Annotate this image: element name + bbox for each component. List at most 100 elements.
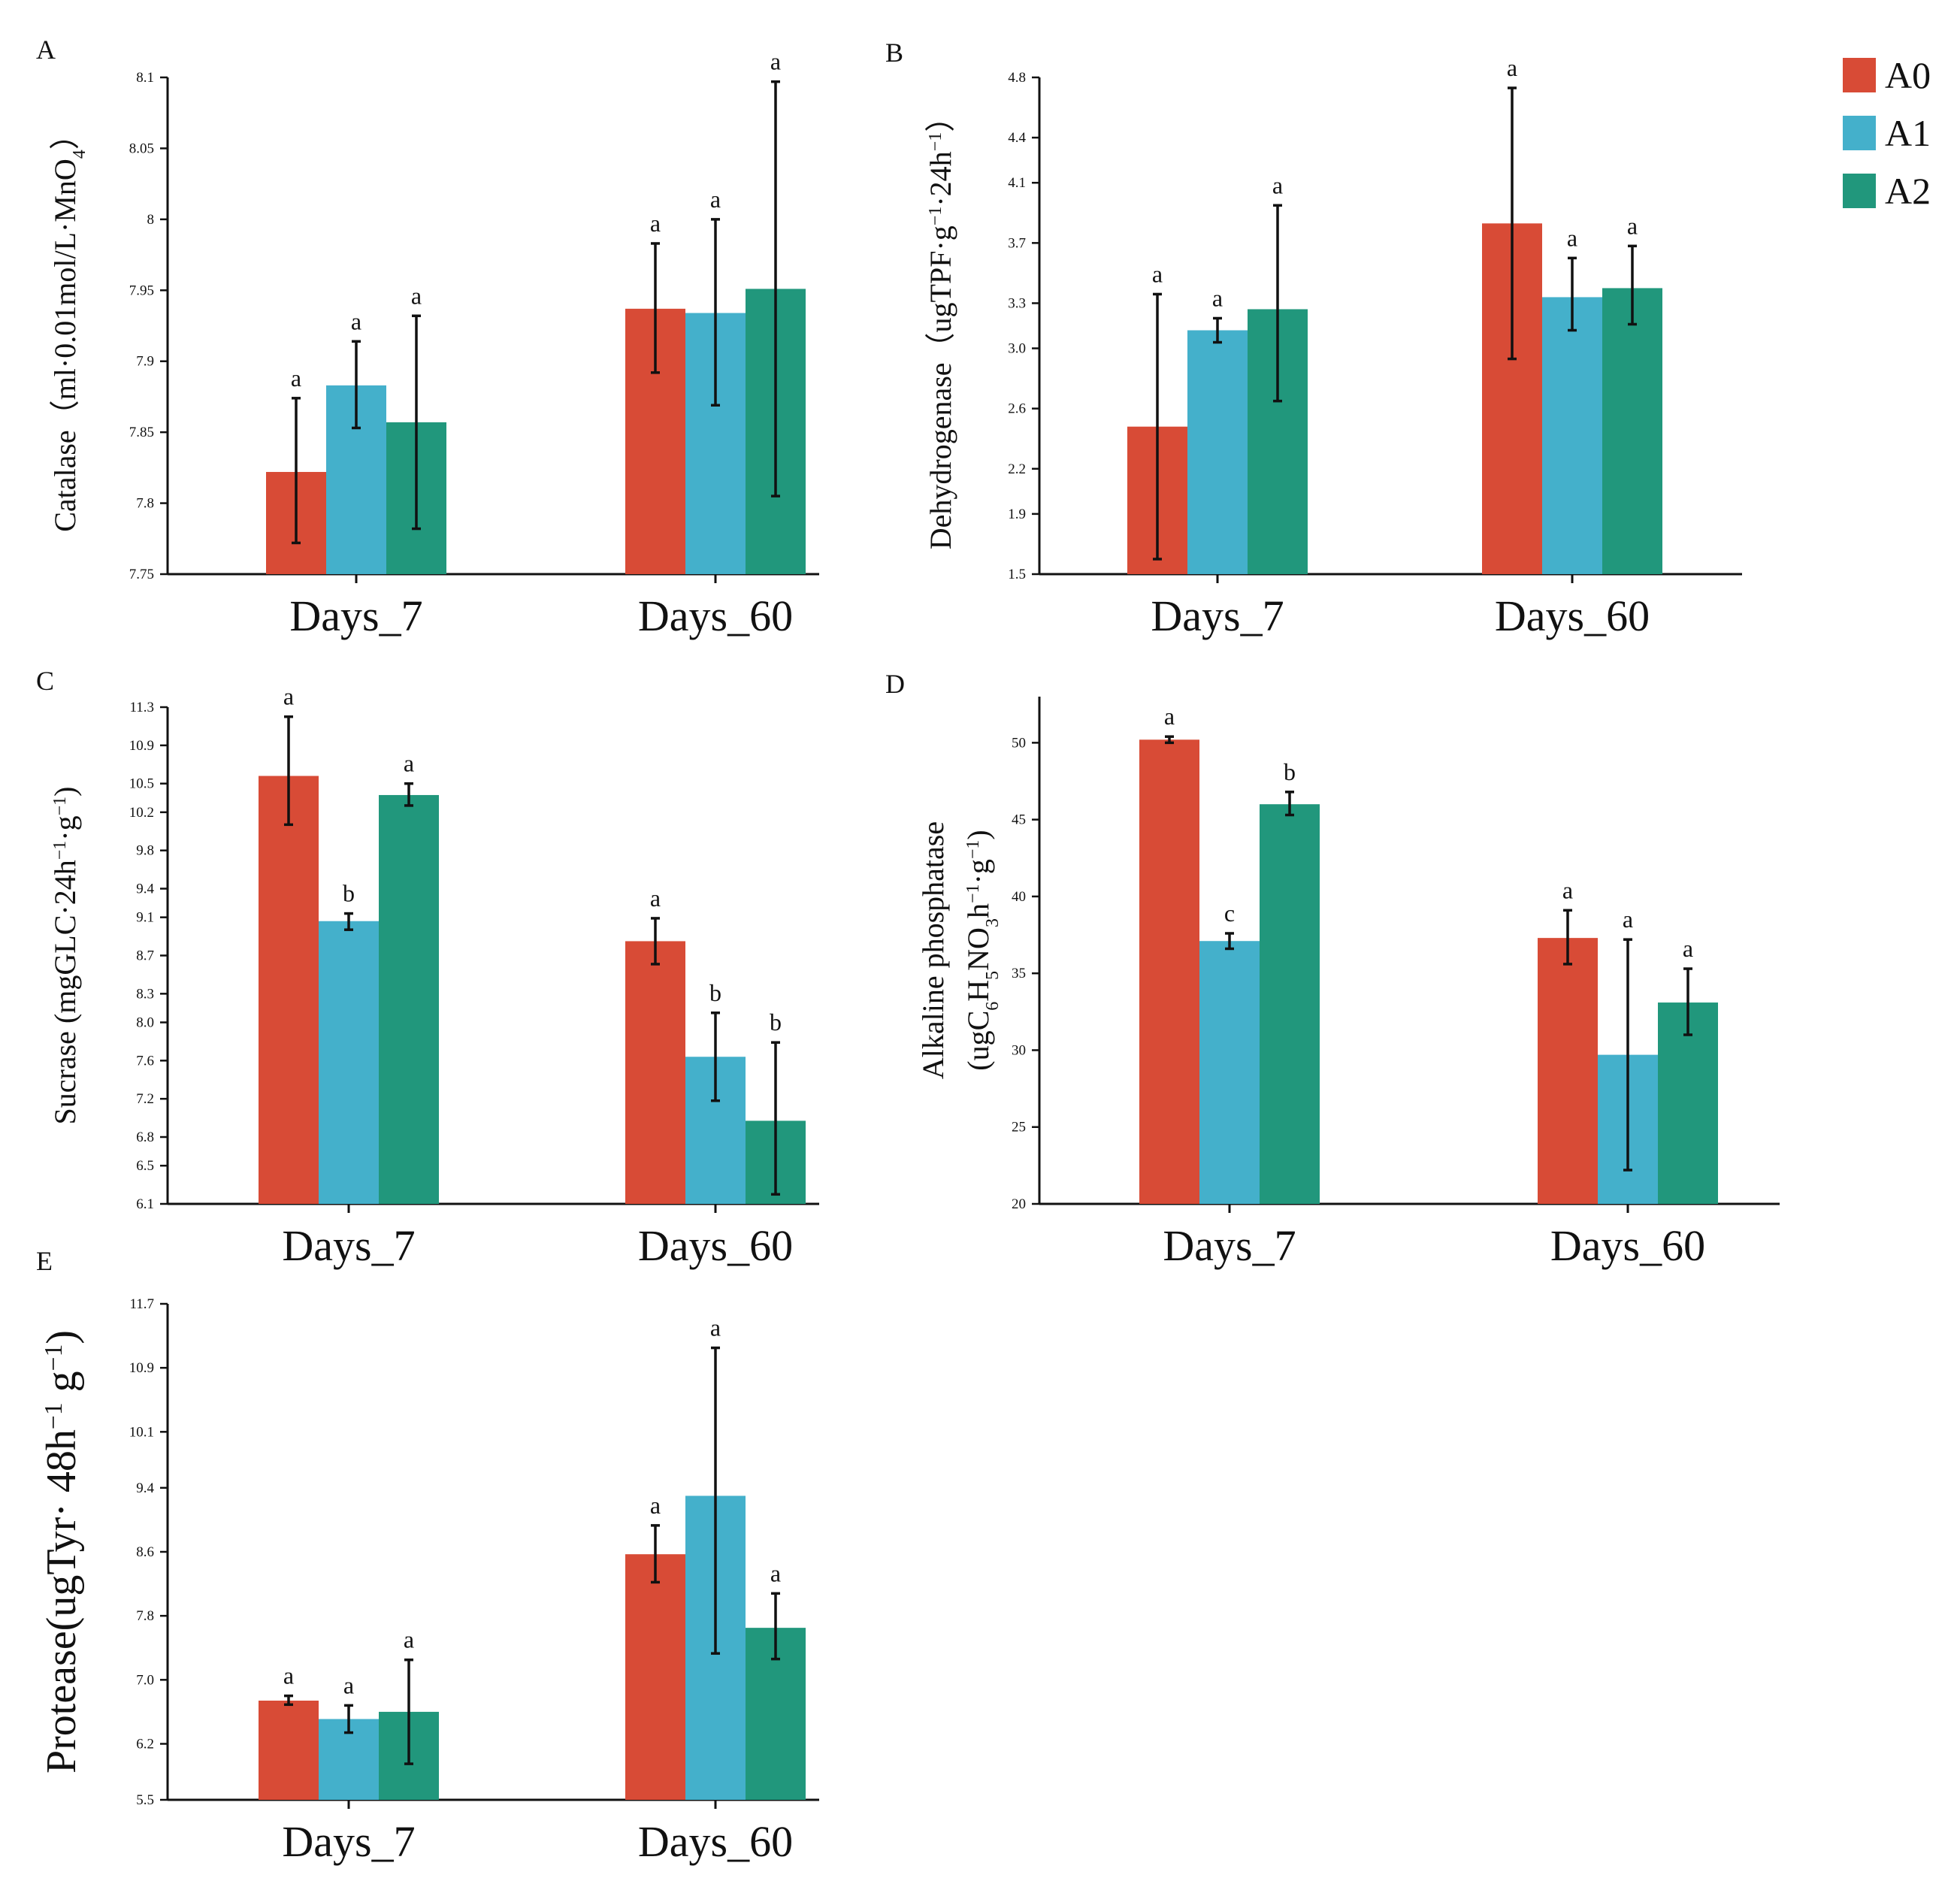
y-tick-label: 20	[1012, 1196, 1026, 1212]
significance-letter: a	[1562, 876, 1573, 903]
chart-panel-A: A 7.75 7.8 7.85 7.9 7.95 8 8.05 8.1 Days_7 a a a Days…	[36, 35, 819, 640]
bar-a0	[625, 941, 685, 1204]
x-category-label: Days_60	[1550, 1221, 1705, 1270]
ylabel-part: −1	[50, 841, 70, 860]
bar-a1	[1187, 330, 1248, 574]
y-tick-label: 10.1	[129, 1424, 154, 1440]
y-axis-label: Protease(ugTyr· 48h−1 g−1)	[38, 1330, 85, 1774]
bar-a2	[379, 794, 439, 1204]
ylabel-part: H	[961, 980, 995, 1002]
ylabel-part: −1	[926, 207, 945, 226]
ylabel-part: Sucrase (mgGLC·24h	[48, 860, 82, 1124]
legend: A0 A1 A2	[1843, 54, 1931, 212]
ylabel-part: ）	[48, 119, 82, 150]
significance-letter: a	[411, 282, 422, 309]
panel-letter: A	[36, 35, 56, 65]
significance-letter: a	[1507, 54, 1517, 81]
significance-letter: a	[283, 1662, 294, 1689]
ylabel-part: ）	[924, 102, 957, 132]
panel-letter: B	[885, 38, 903, 68]
x-category-label: Days_7	[282, 1817, 415, 1866]
y-tick-label: 7.6	[136, 1053, 154, 1069]
significance-letter: a	[1567, 224, 1577, 251]
y-tick-label: 7.9	[136, 354, 154, 370]
significance-letter: a	[351, 307, 361, 334]
legend-label: A0	[1885, 54, 1931, 96]
y-tick-label: 1.9	[1008, 507, 1026, 522]
bar-a2	[1260, 804, 1320, 1204]
bar-a1	[319, 921, 379, 1204]
ylabel-part: ·g	[48, 815, 82, 840]
y-tick-label: 10.9	[129, 1360, 154, 1376]
ylabel-part: g	[38, 1371, 85, 1402]
legend-label: A1	[1885, 112, 1931, 154]
significance-letter: a	[710, 1314, 721, 1341]
y-tick-label: 2.6	[1008, 401, 1026, 417]
ylabel-part: Dehydrogenase（ugTPF·g	[924, 225, 957, 549]
y-tick-label: 4.8	[1008, 70, 1026, 86]
significance-letter: c	[1224, 900, 1235, 927]
significance-letter: a	[1683, 935, 1693, 962]
y-tick-label: 7.2	[136, 1091, 154, 1107]
bar-a0	[1538, 938, 1598, 1204]
bar-a1	[1542, 297, 1602, 574]
x-category-label: Days_60	[638, 1817, 793, 1866]
y-tick-label: 1.5	[1008, 567, 1026, 582]
significance-letter: a	[710, 186, 721, 213]
y-tick-label: 6.5	[136, 1158, 154, 1174]
y-tick-label: 9.8	[136, 843, 154, 859]
y-tick-label: 10.2	[129, 805, 154, 821]
significance-letter: a	[1164, 703, 1175, 730]
y-tick-label: 25	[1012, 1120, 1026, 1136]
y-tick-label: 9.4	[136, 881, 154, 897]
ylabel-part: )	[48, 787, 82, 797]
significance-letter: a	[650, 1492, 661, 1519]
ylabel-part: h	[961, 903, 995, 918]
ylabel-part: Protease(ugTyr· 48h	[38, 1429, 85, 1774]
ylabel-part: −1	[963, 840, 983, 860]
ylabel-part: )	[961, 830, 995, 839]
y-tick-label: 4.1	[1008, 175, 1026, 191]
x-category-label: Days_60	[638, 1221, 793, 1270]
y-axis-label: (ugC6H5NO3h−1·g−1)	[961, 830, 1003, 1070]
significance-letter: a	[404, 1626, 414, 1653]
significance-letter: a	[1212, 284, 1223, 311]
y-tick-label: 7.85	[129, 425, 154, 440]
ylabel-part: −1	[50, 797, 70, 816]
significance-letter: a	[283, 683, 294, 710]
bar-a1	[1199, 941, 1260, 1204]
significance-letter: a	[1623, 906, 1633, 933]
bar-a0	[625, 1554, 685, 1800]
x-category-label: Days_60	[1495, 591, 1650, 640]
y-axis-label-line1: Alkaline phosphatase	[916, 821, 950, 1079]
y-tick-label: 7.75	[129, 567, 154, 582]
chart-panel-E: E 5.5 6.2 7.0 7.8 8.6 9.4 10.1 10.9 11.7 Days_7 a a a…	[36, 1246, 819, 1866]
ylabel-part: 5	[983, 971, 1003, 980]
ylabel-part: −1	[926, 132, 945, 152]
y-tick-label: 3.3	[1008, 295, 1026, 311]
legend-swatch-a0	[1843, 58, 1876, 92]
y-tick-label: 11.3	[129, 700, 154, 715]
y-tick-label: 2.2	[1008, 461, 1026, 477]
y-tick-label: 10.9	[129, 738, 154, 754]
ylabel-part: (ugC	[961, 1011, 995, 1071]
y-tick-label: 45	[1012, 812, 1026, 828]
y-tick-label: 3.7	[1008, 235, 1026, 251]
y-tick-label: 40	[1012, 889, 1026, 905]
ylabel-part: −1	[40, 1344, 68, 1371]
ylabel-part: 6	[983, 1002, 1003, 1011]
ylabel-part: ·24h	[924, 151, 957, 206]
y-tick-label: 9.1	[136, 910, 154, 926]
bar-a0	[1139, 739, 1199, 1204]
y-tick-label: 8.6	[136, 1544, 154, 1560]
ylabel-part: 3	[983, 918, 1003, 927]
ylabel-part: Catalase（ml·0.01mol/L·MnO	[48, 159, 82, 532]
legend-swatch-a1	[1843, 116, 1876, 150]
y-tick-label: 7.8	[136, 496, 154, 512]
y-tick-label: 11.7	[129, 1296, 154, 1312]
y-tick-label: 35	[1012, 966, 1026, 981]
legend-swatch-a2	[1843, 174, 1876, 208]
significance-letter: a	[770, 48, 781, 75]
chart-panel-B: B 1.5 1.9 2.2 2.6 3.0 3.3 3.7 4.1 4.4 4.8 Days_7 a a a…	[885, 38, 1742, 640]
y-tick-label: 8.05	[129, 141, 154, 156]
